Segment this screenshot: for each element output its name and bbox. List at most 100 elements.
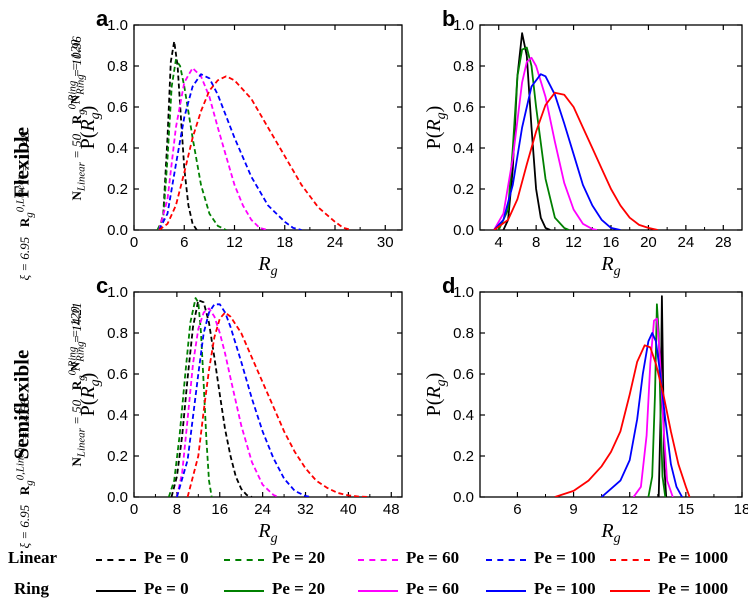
x-tick-label: 24 bbox=[678, 234, 695, 251]
x-tick-label: 4 bbox=[495, 234, 503, 251]
y-tick-label: 0.4 bbox=[107, 407, 128, 424]
series-line-pe20 bbox=[167, 297, 213, 497]
series-line-pe100 bbox=[601, 332, 683, 497]
y-tick-label: 0.0 bbox=[453, 489, 474, 506]
y-tick-label: 0.2 bbox=[107, 448, 128, 465]
x-tick-label: 12 bbox=[226, 234, 243, 251]
y-axis-label: P(Rg) bbox=[77, 373, 103, 417]
x-tick-label: 9 bbox=[569, 501, 577, 518]
x-tick-label: 8 bbox=[532, 234, 540, 251]
y-tick-label: 1.0 bbox=[453, 284, 474, 301]
legend-swatch bbox=[486, 559, 526, 561]
y-tick-label: 0.2 bbox=[453, 448, 474, 465]
series-line-pe1000 bbox=[186, 311, 370, 497]
series-line-pe60 bbox=[176, 307, 280, 497]
x-axis-label-sub: g bbox=[614, 531, 621, 546]
x-tick-label: 18 bbox=[734, 501, 748, 518]
y-tick-label: 0.2 bbox=[453, 181, 474, 198]
legend-swatch bbox=[486, 590, 526, 592]
panel-letter-b: b bbox=[442, 6, 455, 31]
y-tick-label: 0.6 bbox=[453, 99, 474, 116]
y-tick-label: 0.6 bbox=[107, 99, 128, 116]
y-axis-label: P(Rg) bbox=[423, 373, 449, 417]
y-axis-label-sub: g bbox=[434, 112, 449, 119]
y-tick-label: 0.6 bbox=[453, 366, 474, 383]
y-tick-label: 1.0 bbox=[107, 284, 128, 301]
x-tick-label: 18 bbox=[276, 234, 293, 251]
series-line-pe60 bbox=[632, 317, 674, 497]
series-line-pe0 bbox=[158, 40, 198, 230]
panel-d: 6 9 12 15 18 0.0 0.2 0.4 0.6 0.8 1.0 Rg P(Rg) d bbox=[423, 273, 748, 546]
y-tick-label: 0.4 bbox=[453, 407, 474, 424]
series-line-pe1000 bbox=[554, 344, 691, 497]
x-axis-label-sub: g bbox=[271, 264, 278, 279]
y-axis-label-r: R bbox=[77, 119, 99, 132]
plot-frame bbox=[133, 291, 403, 498]
y-axis-label-close: ) bbox=[77, 373, 99, 380]
panel-letter-a: a bbox=[96, 6, 109, 31]
y-axis-label-close: ) bbox=[77, 106, 99, 113]
x-tick-label: 24 bbox=[327, 234, 344, 251]
x-tick-label: 40 bbox=[340, 501, 357, 518]
legend-swatch bbox=[224, 559, 264, 561]
x-tick-label: 28 bbox=[715, 234, 732, 251]
y-axis-label-sub: g bbox=[88, 112, 103, 119]
y-tick-label: 0.8 bbox=[453, 325, 474, 342]
y-tick-label: 0.0 bbox=[107, 222, 128, 239]
legend-swatch bbox=[358, 559, 398, 561]
x-tick-label: 0 bbox=[130, 234, 138, 251]
legend-linear-row: Linear Pe = 0 Pe = 20 Pe = 60 Pe = 100 P… bbox=[8, 548, 729, 567]
series-line-pe100 bbox=[158, 73, 302, 230]
y-tick-label: 1.0 bbox=[453, 17, 474, 34]
x-tick-label: 8 bbox=[173, 501, 181, 518]
legend-swatch bbox=[610, 590, 650, 592]
legend-swatch bbox=[358, 590, 398, 592]
x-axis-label: Rg bbox=[600, 520, 620, 546]
y-tick-label: 0.6 bbox=[107, 366, 128, 383]
panel-letter-c: c bbox=[96, 273, 108, 298]
y-axis-label-close: ) bbox=[423, 106, 445, 113]
y-tick-label: 1.0 bbox=[107, 17, 128, 34]
y-tick-label: 0.0 bbox=[453, 222, 474, 239]
param-nlinear-rring-flexible: NLinear = 50 Rg0,Ring = 10.96 bbox=[66, 36, 88, 201]
y-axis-label: P(Rg) bbox=[77, 106, 103, 150]
plot-frame bbox=[479, 291, 743, 498]
y-axis-label-sub: g bbox=[434, 379, 449, 386]
x-tick-label: 16 bbox=[211, 501, 228, 518]
legend-swatch bbox=[96, 559, 136, 561]
x-axis-label-sub: g bbox=[271, 531, 278, 546]
x-tick-label: 32 bbox=[297, 501, 314, 518]
x-axis-label-sub: g bbox=[614, 264, 621, 279]
x-tick-label: 6 bbox=[513, 501, 521, 518]
param-nlinear-rring-semiflexible: NLinear = 50 Rg0,Ring = 14.21 bbox=[66, 302, 88, 467]
series-line-pe100 bbox=[176, 303, 312, 497]
legend-ring-row: Ring Pe = 0 Pe = 20 Pe = 60 Pe = 100 Pe … bbox=[14, 579, 729, 598]
panel-letter-d: d bbox=[442, 273, 455, 298]
series-line-pe1000 bbox=[493, 91, 658, 230]
series-line-pe100 bbox=[493, 73, 621, 230]
series-line-pe0 bbox=[170, 299, 253, 497]
y-tick-label: 0.8 bbox=[107, 325, 128, 342]
x-tick-label: 6 bbox=[180, 234, 188, 251]
x-tick-label: 12 bbox=[621, 501, 638, 518]
legend-swatch bbox=[610, 559, 650, 561]
y-tick-label: 0.0 bbox=[107, 489, 128, 506]
y-tick-label: 0.4 bbox=[453, 140, 474, 157]
y-axis-label-r: R bbox=[77, 386, 99, 399]
x-tick-label: 15 bbox=[678, 501, 695, 518]
y-tick-label: 0.8 bbox=[453, 58, 474, 75]
x-axis-label: Rg bbox=[600, 253, 620, 279]
param-xi-rlinear-flexible: ξ = 6.95 Rg0,Linear = 11.48 bbox=[14, 131, 36, 281]
y-axis-label-sub: g bbox=[88, 379, 103, 386]
x-tick-label: 12 bbox=[565, 234, 582, 251]
y-tick-label: 0.8 bbox=[107, 58, 128, 75]
y-tick-label: 0.4 bbox=[107, 140, 128, 157]
x-axis-label: Rg bbox=[257, 253, 277, 279]
series-line-pe60 bbox=[158, 67, 269, 230]
y-axis-label: P(Rg) bbox=[423, 106, 449, 150]
series-line-pe20 bbox=[156, 58, 227, 230]
